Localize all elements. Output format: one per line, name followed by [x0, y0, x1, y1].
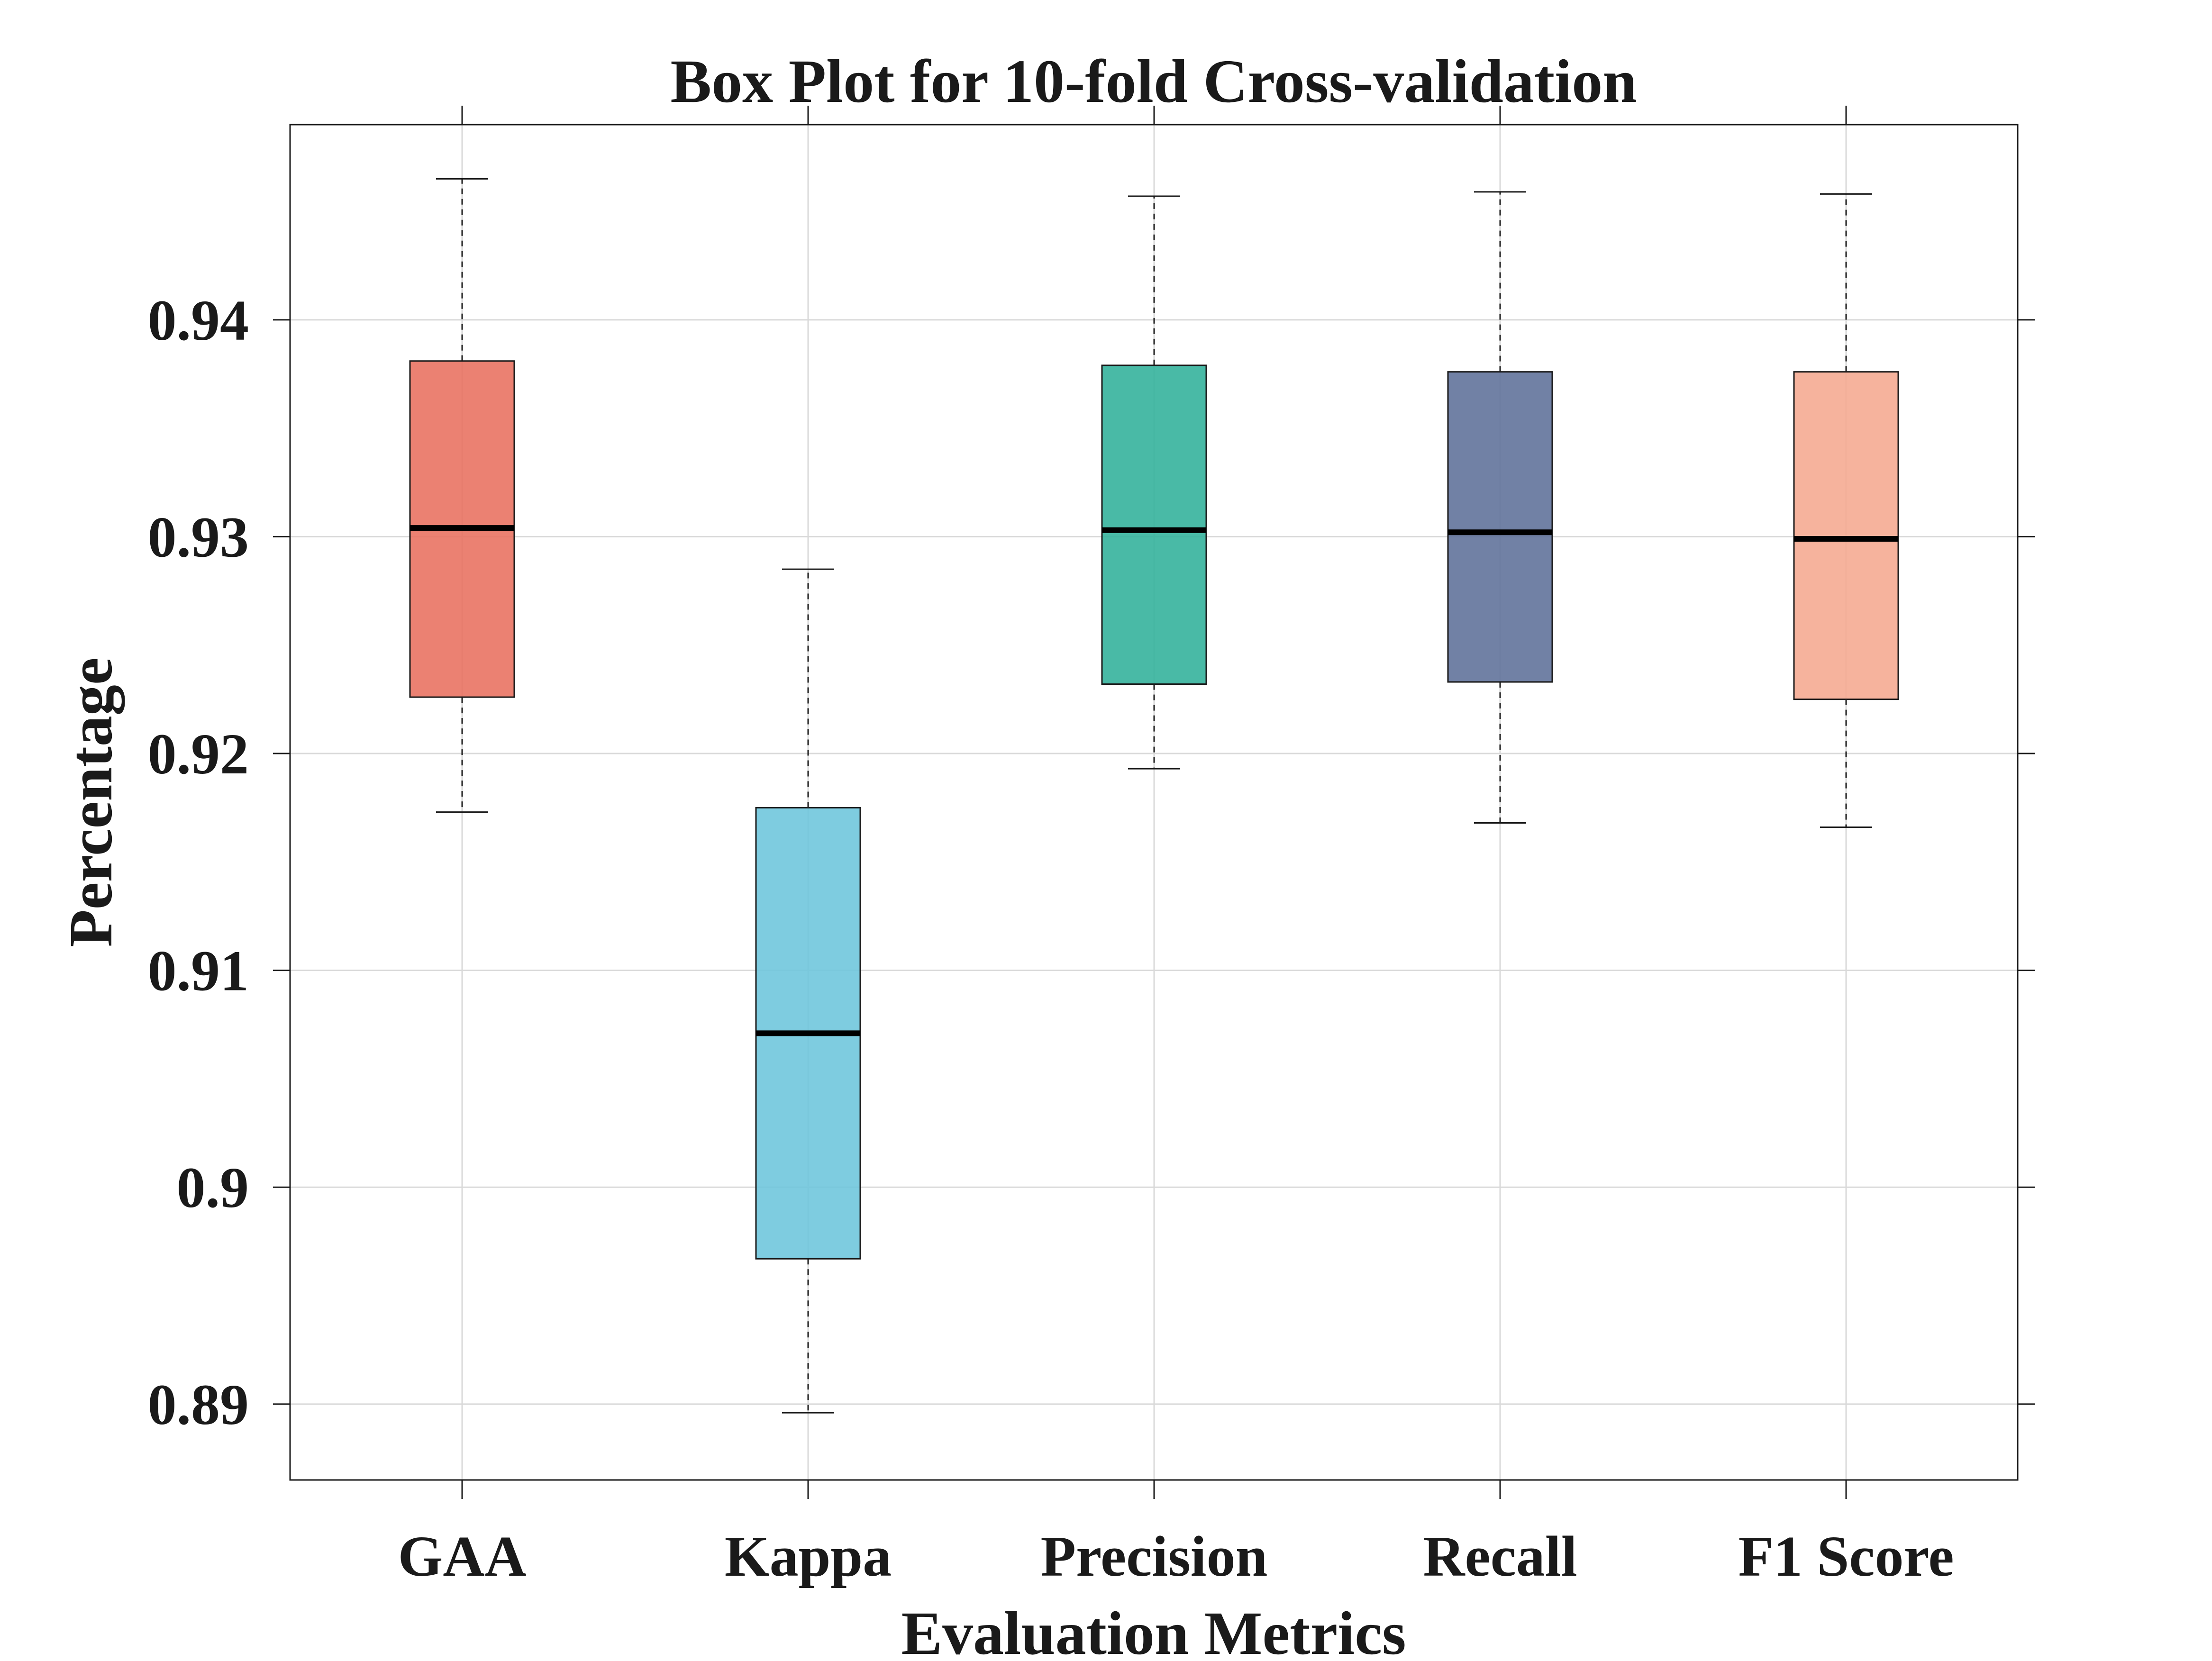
x-tick-label: F1 Score [1738, 1525, 1954, 1588]
box-recall [1447, 191, 1553, 824]
iqr-box [1793, 371, 1899, 700]
y-tick-label: 0.94 [148, 289, 249, 353]
tick-layer: 0.89 0.9 0.91 0.92 0.93 0.94 GAA Kappa Precision… [148, 106, 2035, 1588]
iqr-box [1447, 371, 1553, 683]
box-f1-score [1793, 193, 1899, 828]
grid-layer [290, 125, 2018, 1480]
chart-title: Box Plot for 10-fold Cross-validation [670, 47, 1637, 116]
x-axis-label: Evaluation Metrics [901, 1599, 1406, 1659]
y-tick-label: 0.93 [148, 505, 249, 569]
box-kappa [755, 568, 861, 1414]
x-tick-label: Precision [1041, 1525, 1268, 1588]
x-tick-label: GAA [398, 1525, 526, 1588]
y-tick-label: 0.92 [148, 722, 249, 786]
y-axis-label: Percentage [57, 657, 125, 947]
x-tick-label: Recall [1423, 1525, 1577, 1588]
y-tick-label: 0.89 [148, 1373, 249, 1437]
box-precision [1101, 195, 1207, 770]
iqr-box [1101, 364, 1207, 685]
box-layer [409, 178, 1899, 1414]
y-tick-label: 0.91 [148, 939, 249, 1003]
y-tick-label: 0.9 [177, 1156, 249, 1220]
box-gaa [409, 178, 515, 813]
x-tick-label: Kappa [725, 1525, 892, 1588]
